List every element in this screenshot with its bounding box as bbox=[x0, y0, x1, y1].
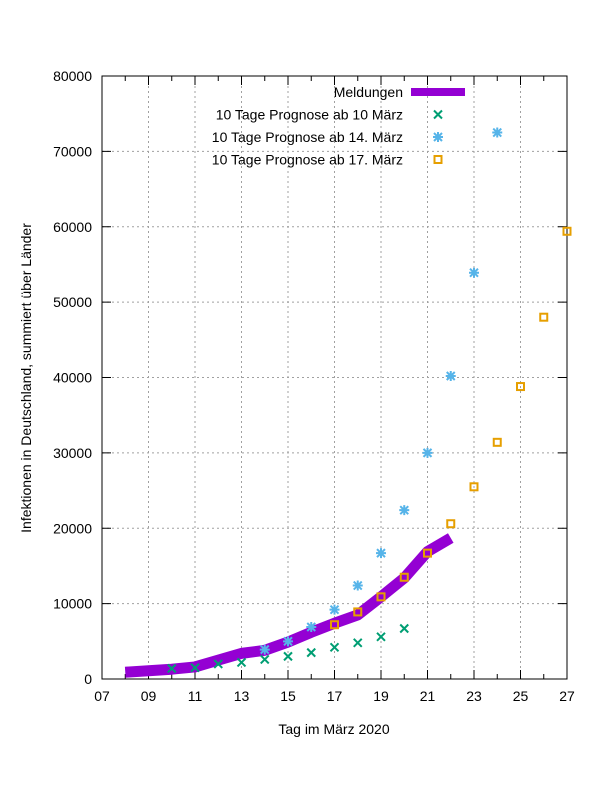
data-point-cross bbox=[399, 623, 409, 634]
y-tick-label: 80000 bbox=[53, 68, 92, 84]
star-mark bbox=[329, 604, 340, 615]
data-point-star bbox=[445, 370, 456, 381]
x-tick-label: 15 bbox=[280, 688, 296, 704]
legend-label: 10 Tage Prognose ab 14. März bbox=[212, 129, 403, 145]
y-tick-label: 30000 bbox=[53, 445, 92, 461]
grid bbox=[102, 76, 567, 679]
data-point-star bbox=[399, 505, 410, 516]
cross-mark bbox=[353, 638, 363, 648]
data-point-cross bbox=[353, 638, 363, 648]
star-mark bbox=[492, 127, 503, 138]
data-point-cross bbox=[260, 654, 270, 665]
data-point-square bbox=[469, 482, 479, 492]
data-point-cross bbox=[283, 651, 293, 662]
star-mark bbox=[433, 132, 443, 142]
y-tick-label: 60000 bbox=[53, 219, 92, 235]
cross-mark bbox=[283, 651, 293, 662]
cross-mark bbox=[376, 632, 386, 642]
y-axis-label: Infektionen in Deutschland, summiert übe… bbox=[18, 223, 34, 533]
data-point-star bbox=[306, 621, 317, 632]
data-point-cross bbox=[236, 657, 247, 668]
data-point-star bbox=[283, 636, 293, 647]
data-point-star bbox=[352, 580, 363, 591]
data-point-cross bbox=[433, 109, 443, 120]
plot-frame bbox=[101, 75, 568, 680]
x-tick-label: 17 bbox=[327, 688, 343, 704]
star-mark bbox=[399, 505, 410, 516]
legend-label: Meldungen bbox=[334, 84, 403, 100]
data-point-star bbox=[433, 132, 443, 142]
series-2 bbox=[259, 127, 503, 655]
star-mark bbox=[283, 636, 293, 647]
cross-mark bbox=[167, 663, 177, 674]
cross-mark bbox=[260, 654, 270, 665]
star-mark bbox=[259, 644, 270, 655]
y-tick-label: 50000 bbox=[53, 294, 92, 310]
data-point-cross bbox=[190, 662, 200, 673]
data-point-square bbox=[492, 437, 502, 447]
legend: Meldungen 10 Tage Prognose ab 10 März 10 T… bbox=[212, 84, 465, 168]
data-point-square bbox=[516, 382, 525, 392]
data-point-square bbox=[376, 592, 386, 602]
star-mark bbox=[422, 447, 433, 458]
star-mark bbox=[352, 580, 363, 591]
y-tick-label: 70000 bbox=[53, 143, 92, 159]
data-point-square bbox=[353, 607, 363, 617]
data-point-star bbox=[259, 644, 270, 655]
tick-labels: 07 09 11 13 15 17 19 21 23 25 27 0 10000 20000 30000 40… bbox=[53, 68, 575, 704]
x-tick-label: 13 bbox=[234, 688, 250, 704]
x-tick-label: 09 bbox=[141, 688, 157, 704]
legend-label: 10 Tage Prognose ab 17. März bbox=[212, 152, 403, 168]
x-axis-label: Tag im März 2020 bbox=[278, 721, 389, 737]
cross-mark bbox=[190, 662, 200, 673]
series-1 bbox=[167, 623, 409, 674]
data-point-cross bbox=[306, 647, 316, 658]
data-point-square bbox=[433, 155, 443, 164]
data-point-square bbox=[330, 620, 339, 630]
data-point-star bbox=[469, 267, 479, 278]
data-point-square bbox=[446, 519, 456, 529]
axes bbox=[101, 75, 568, 680]
x-tick-label: 07 bbox=[94, 688, 110, 704]
data-point-cross bbox=[376, 632, 386, 642]
data-point-star bbox=[329, 604, 340, 615]
data-point-star bbox=[376, 548, 386, 559]
data-marks bbox=[124, 127, 572, 678]
x-tick-label: 11 bbox=[188, 688, 203, 704]
cross-mark bbox=[213, 659, 223, 669]
cross-mark bbox=[399, 623, 409, 634]
data-point-square bbox=[539, 312, 549, 322]
data-point-star bbox=[492, 127, 503, 138]
x-tick-label: 25 bbox=[513, 688, 529, 704]
data-point-square bbox=[423, 548, 432, 558]
data-point-square bbox=[562, 226, 572, 236]
x-tick-label: 21 bbox=[420, 688, 436, 704]
y-tick-label: 0 bbox=[84, 671, 92, 687]
star-mark bbox=[376, 548, 386, 559]
y-tick-label: 20000 bbox=[53, 520, 92, 536]
y-tick-label: 40000 bbox=[53, 370, 92, 386]
star-mark bbox=[445, 370, 456, 381]
star-mark bbox=[306, 621, 317, 632]
x-tick-label: 19 bbox=[373, 688, 389, 704]
x-tick-label: 23 bbox=[466, 688, 482, 704]
y-tick-label: 10000 bbox=[53, 596, 92, 612]
cross-mark bbox=[236, 657, 247, 668]
data-point-cross bbox=[167, 663, 177, 674]
data-point-cross bbox=[329, 642, 340, 653]
legend-label: 10 Tage Prognose ab 10 März bbox=[216, 107, 403, 123]
cross-mark bbox=[433, 109, 443, 120]
x-tick-label: 27 bbox=[559, 688, 575, 704]
star-mark bbox=[469, 267, 479, 278]
data-point-star bbox=[422, 447, 433, 458]
data-point-cross bbox=[213, 659, 223, 669]
cross-mark bbox=[306, 647, 316, 658]
cross-mark bbox=[329, 642, 340, 653]
data-point-square bbox=[399, 572, 409, 582]
series-3 bbox=[330, 226, 572, 630]
